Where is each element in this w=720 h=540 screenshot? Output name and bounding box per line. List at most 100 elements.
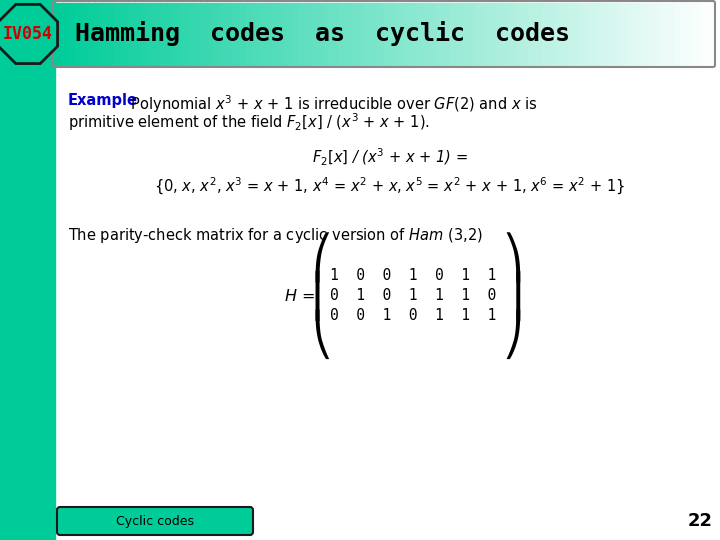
Text: ⎞
⎟
⎠: ⎞ ⎟ ⎠ (503, 233, 523, 359)
Bar (706, 3, 714, 65)
Bar (259, 3, 266, 65)
Text: {0, $x$, $x^2$, $x^3$ = $x$ + 1, $x^4$ = $x^2$ + $x$, $x^5$ = $x^2$ + $x$ + 1, $: {0, $x$, $x^2$, $x^3$ = $x$ + 1, $x^4$ =… (154, 176, 626, 197)
Bar (220, 3, 227, 65)
Bar (174, 3, 181, 65)
Bar (562, 3, 570, 65)
Bar (627, 3, 635, 65)
Bar (88, 3, 96, 65)
Text: Example: Example (68, 93, 138, 108)
Bar (318, 3, 325, 65)
Bar (94, 3, 102, 65)
Bar (325, 3, 333, 65)
Bar (377, 3, 385, 65)
Bar (299, 3, 306, 65)
Text: 0  0  1  0  1  1  1: 0 0 1 0 1 1 1 (330, 308, 496, 323)
Bar (147, 3, 155, 65)
Bar (469, 3, 477, 65)
Bar (207, 3, 214, 65)
Bar (673, 3, 681, 65)
Bar (476, 3, 484, 65)
Text: 1  0  0  1  0  1  1: 1 0 0 1 0 1 1 (330, 268, 496, 284)
Bar (193, 3, 201, 65)
Bar (272, 3, 279, 65)
Bar (444, 3, 451, 65)
Bar (351, 3, 359, 65)
Bar (331, 3, 339, 65)
Bar (364, 3, 372, 65)
Bar (81, 3, 89, 65)
Bar (528, 3, 536, 65)
Bar (536, 3, 543, 65)
Bar (423, 3, 431, 65)
Bar (555, 3, 562, 65)
Bar (285, 3, 293, 65)
Bar (253, 3, 260, 65)
Bar (153, 3, 161, 65)
Bar (509, 3, 517, 65)
Bar (312, 3, 319, 65)
Bar (239, 3, 247, 65)
Bar (634, 3, 642, 65)
Bar (305, 3, 312, 65)
Bar (621, 3, 629, 65)
Bar (62, 3, 69, 65)
Bar (601, 3, 608, 65)
Text: 22: 22 (688, 512, 713, 530)
Bar (108, 3, 115, 65)
Bar (482, 3, 490, 65)
Bar (549, 3, 556, 65)
Bar (436, 3, 444, 65)
Bar (456, 3, 464, 65)
Bar (344, 3, 352, 65)
Bar (101, 3, 109, 65)
Bar (371, 3, 379, 65)
Bar (397, 3, 405, 65)
Bar (358, 3, 365, 65)
Bar (140, 3, 148, 65)
FancyBboxPatch shape (57, 507, 253, 535)
Bar (430, 3, 438, 65)
Text: Hamming  codes  as  cyclic  codes: Hamming codes as cyclic codes (75, 22, 570, 46)
Text: Polynomial $x^3$ + $x$ + 1 is irreducible over $GF$(2) and $x$ is: Polynomial $x^3$ + $x$ + 1 is irreducibl… (126, 93, 537, 114)
Bar (490, 3, 497, 65)
Bar (463, 3, 471, 65)
Bar (516, 3, 523, 65)
Bar (180, 3, 188, 65)
Text: $F_2[x]$ / ($x^3$ + $x$ + 1) =: $F_2[x]$ / ($x^3$ + $x$ + 1) = (312, 147, 468, 168)
Bar (575, 3, 582, 65)
Bar (503, 3, 510, 65)
Bar (68, 3, 76, 65)
Bar (121, 3, 128, 65)
Bar (199, 3, 207, 65)
Bar (660, 3, 668, 65)
Bar (595, 3, 602, 65)
Bar (417, 3, 425, 65)
Bar (279, 3, 287, 65)
Bar (522, 3, 530, 65)
Bar (680, 3, 688, 65)
Bar (693, 3, 701, 65)
Text: 0  1  0  1  1  1  0: 0 1 0 1 1 1 0 (330, 288, 496, 303)
Bar (167, 3, 174, 65)
Bar (667, 3, 675, 65)
Text: Cyclic codes: Cyclic codes (116, 515, 194, 528)
Text: primitive element of the field $F_2[x]$ / ($x^3$ + $x$ + 1).: primitive element of the field $F_2[x]$ … (68, 111, 430, 133)
Text: The parity-check matrix for a cyclic version of $\mathit{Ham}$ (3,2): The parity-check matrix for a cyclic ver… (68, 226, 482, 245)
Bar (410, 3, 418, 65)
Bar (134, 3, 142, 65)
Bar (213, 3, 220, 65)
Bar (114, 3, 122, 65)
Bar (588, 3, 595, 65)
Polygon shape (0, 4, 58, 64)
Bar (700, 3, 708, 65)
Bar (582, 3, 589, 65)
Bar (226, 3, 234, 65)
Bar (292, 3, 300, 65)
Bar (614, 3, 622, 65)
Bar (186, 3, 194, 65)
Bar (0, 0, 55, 540)
Bar (542, 3, 549, 65)
Bar (641, 3, 648, 65)
Bar (450, 3, 457, 65)
Bar (127, 3, 135, 65)
